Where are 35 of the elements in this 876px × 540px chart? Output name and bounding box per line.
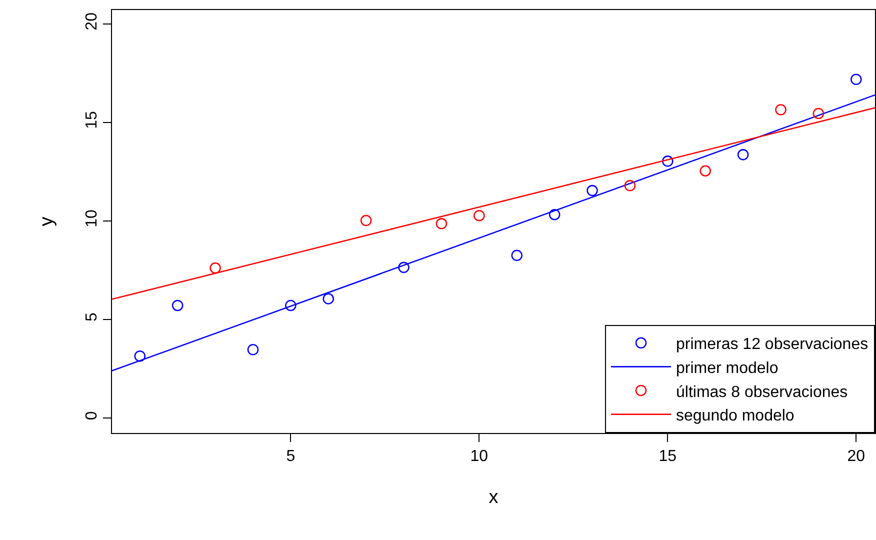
y-tick-label: 10: [84, 210, 101, 228]
point: [700, 165, 712, 176]
legend-label: segundo modelo: [676, 408, 794, 425]
y-axis-title: y: [36, 216, 58, 226]
point: [775, 104, 786, 116]
y-tick-label: 20: [84, 12, 101, 30]
x-tick-label: 15: [658, 448, 677, 466]
point: [247, 344, 259, 356]
point: [737, 149, 749, 160]
point: [548, 208, 560, 220]
point: [624, 180, 636, 192]
point: [662, 156, 674, 167]
point: [511, 250, 523, 262]
x-axis-title: x: [488, 487, 499, 508]
point: [850, 74, 862, 86]
x-tick-label: 5: [286, 448, 296, 466]
y-tick-label: 15: [84, 110, 101, 129]
point: [586, 184, 598, 196]
point: [134, 350, 146, 362]
point: [812, 108, 824, 120]
x-tick-label: 10: [470, 448, 488, 466]
point: [210, 262, 221, 274]
y-tick-label: 0: [84, 411, 101, 420]
point: [322, 293, 334, 304]
point: [285, 300, 296, 312]
point: [398, 262, 410, 274]
point: [172, 300, 184, 312]
x-tick-label: 20: [847, 448, 866, 466]
y-tick-label: 5: [84, 312, 101, 322]
legend-label: primer modelo: [676, 360, 778, 377]
point: [360, 214, 372, 226]
point: [474, 210, 485, 222]
legend-label: últimas 8 observaciones: [676, 384, 848, 401]
point: [436, 218, 448, 230]
legend-label: primeras 12 observaciones: [676, 336, 868, 354]
